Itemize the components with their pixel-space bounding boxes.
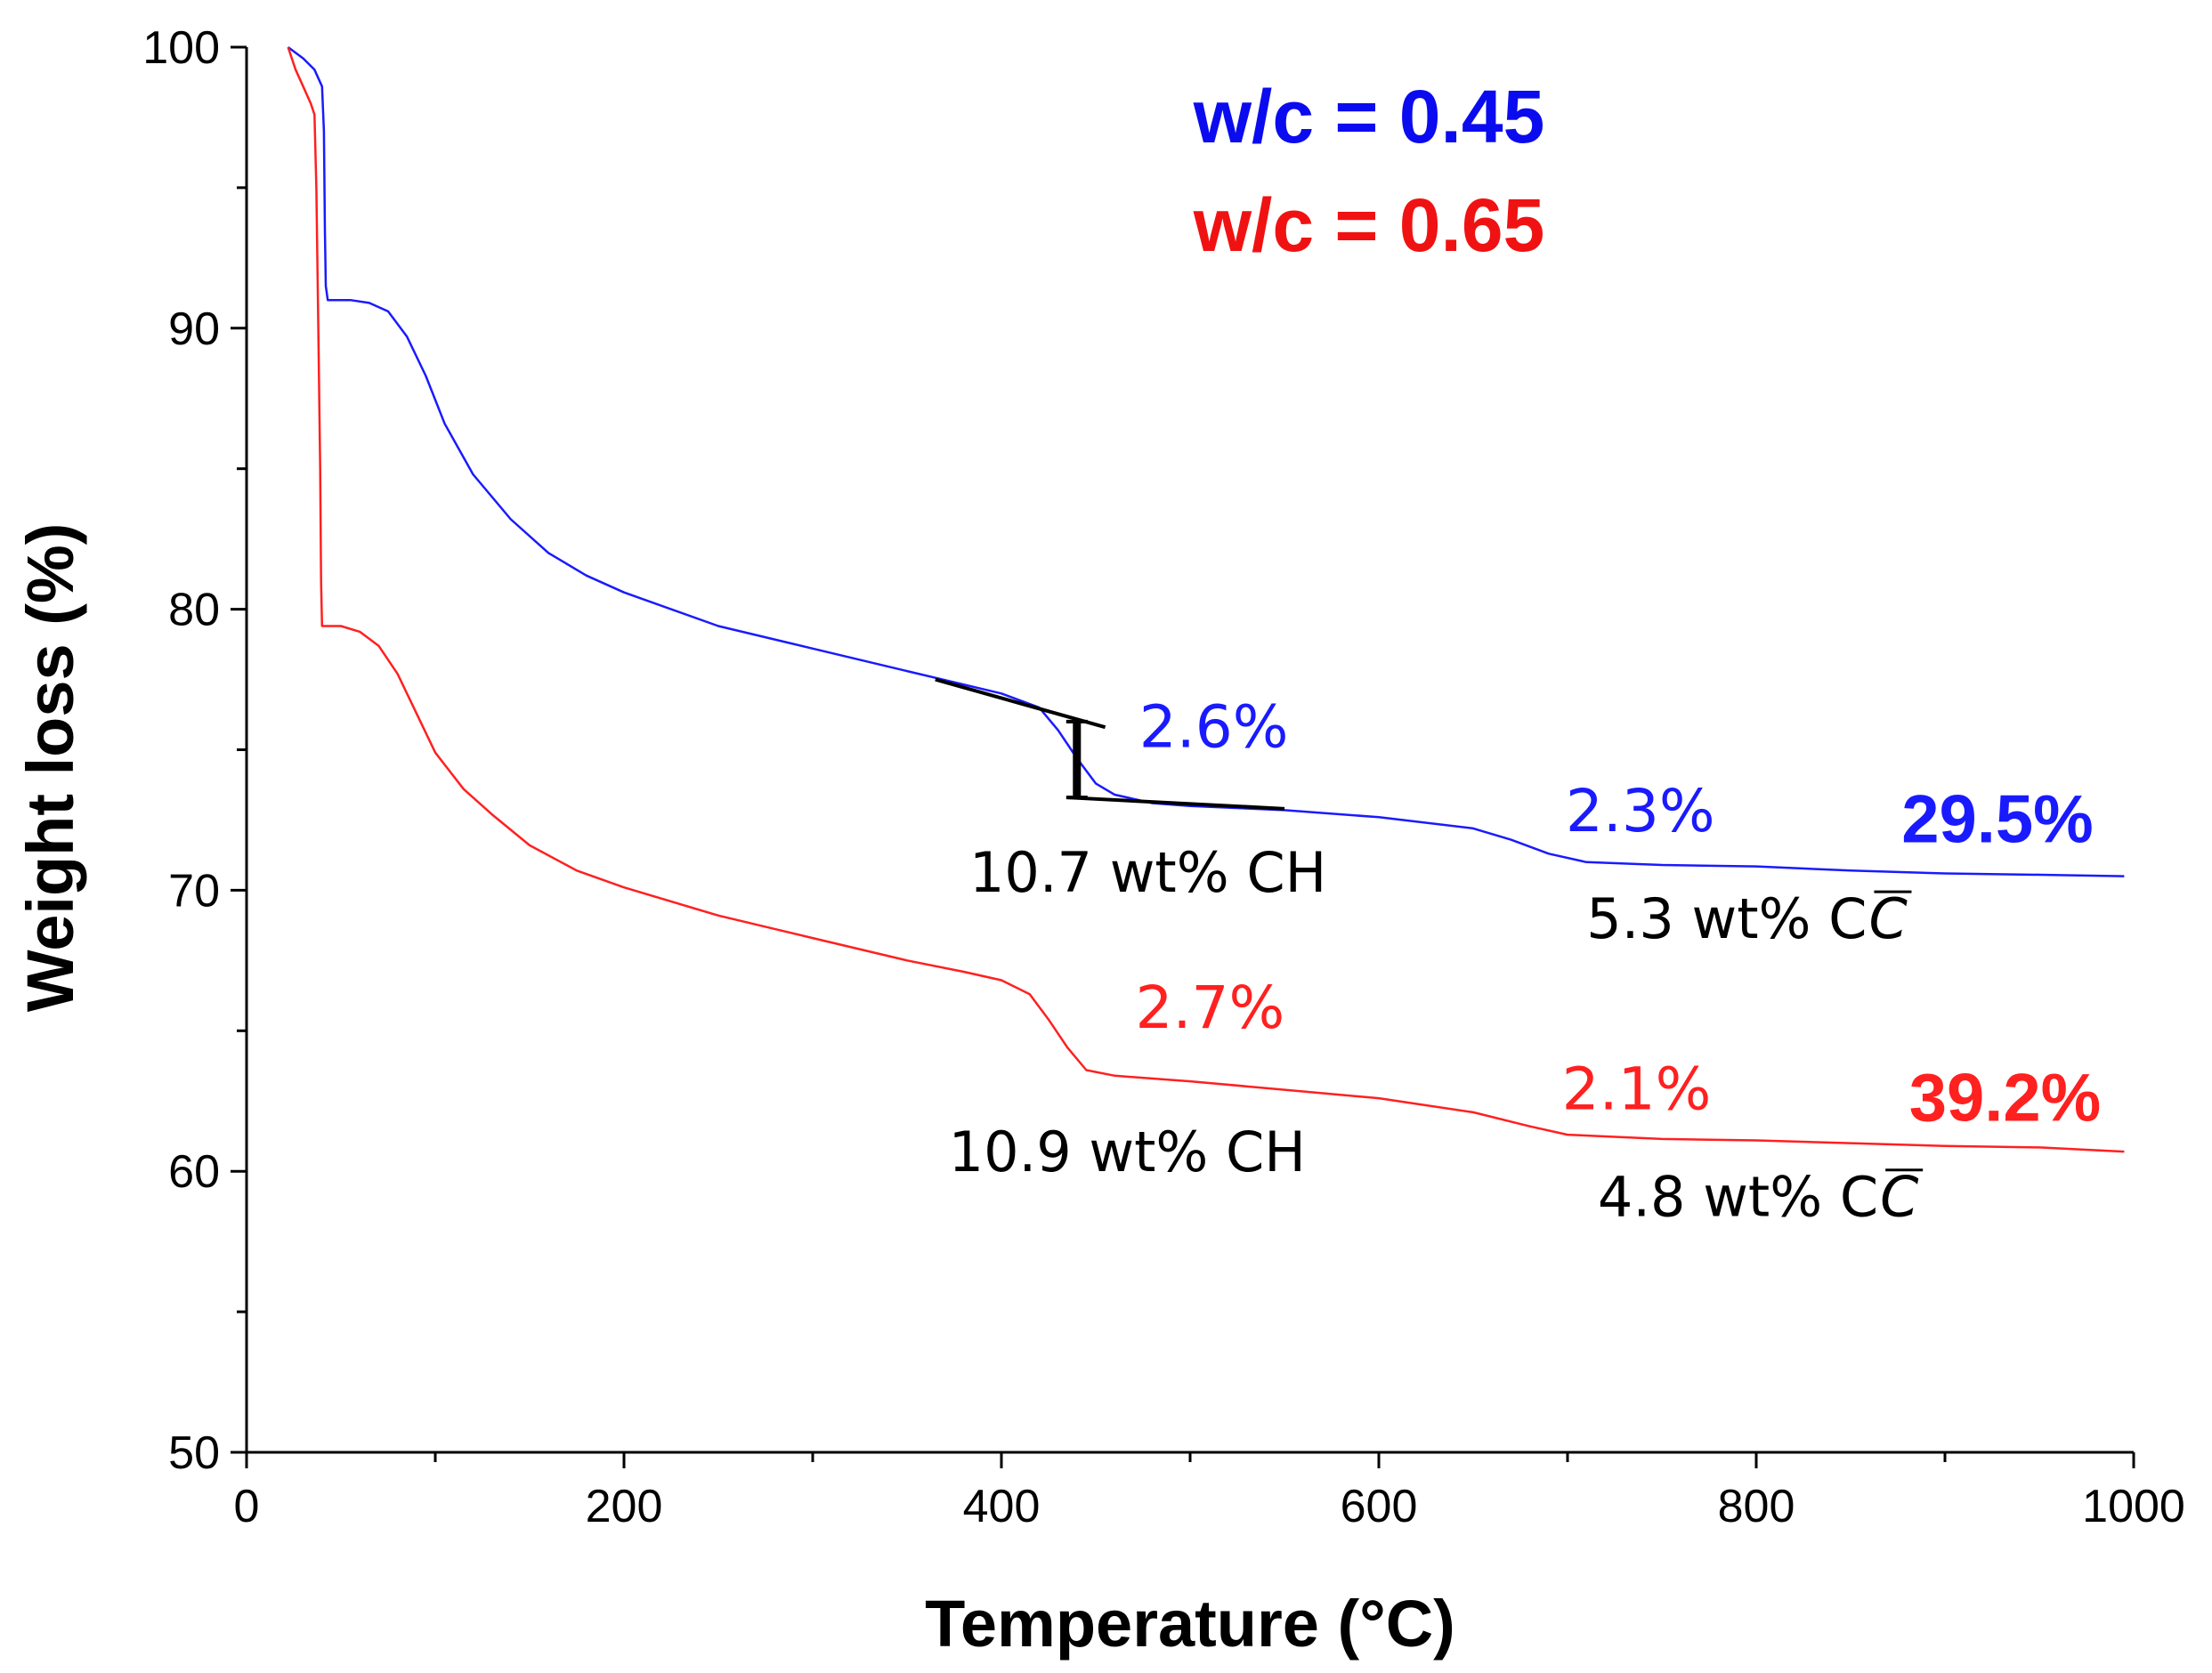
annotation-total: 39.2% <box>1909 1060 2102 1136</box>
y-tick-label: 100 <box>142 22 220 74</box>
annotation-black: 10.9 wt% CH <box>949 1119 1306 1184</box>
annotation-pct: 2.1% <box>1562 1055 1712 1124</box>
annotation-total: 29.5% <box>1901 782 2094 858</box>
x-axis-title: Temperature (°C) <box>925 1587 1455 1661</box>
annotation-black: 10.7 wt% CH <box>969 840 1326 905</box>
annotation-pct: 2.3% <box>1566 777 1715 845</box>
annotation-pct: 2.6% <box>1139 692 1289 761</box>
y-tick-labels: 50 60 70 80 90 100 <box>142 22 220 1479</box>
legend-entry-wc-045: w/c = 0.45 <box>1193 75 1545 158</box>
series-layer <box>287 45 2125 1153</box>
tangent-lines <box>935 677 1285 811</box>
x-tick-label: 200 <box>586 1481 663 1532</box>
legend: w/c = 0.45 w/c = 0.65 <box>1193 75 1545 267</box>
y-tick-label: 90 <box>168 303 220 355</box>
annotation-black: 4.8 wt% C <box>1598 1165 1878 1230</box>
annotation-pct: 2.7% <box>1136 974 1285 1042</box>
annotation-overbar-symbol: C <box>1880 1165 1919 1230</box>
y-tick-label: 70 <box>168 865 220 917</box>
x-tick-labels: 0 200 400 600 800 1000 <box>234 1481 2185 1532</box>
tangent-line <box>935 677 1106 730</box>
y-axis-title: Weight loss (%) <box>13 523 87 1013</box>
x-tick-label: 800 <box>1718 1481 1795 1532</box>
series-line-wc-045 <box>287 45 2125 877</box>
y-tick-label: 50 <box>168 1427 220 1479</box>
legend-entry-wc-065: w/c = 0.65 <box>1193 183 1545 267</box>
x-tick-label: 1000 <box>2082 1481 2185 1532</box>
x-tick-label: 0 <box>234 1481 260 1532</box>
y-tick-label: 80 <box>168 585 220 636</box>
annotations: 2.6%10.7 wt% CH2.3%5.3 wt% C C29.5%2.7%10… <box>949 692 2102 1229</box>
annotation-black: 5.3 wt% C <box>1586 886 1867 951</box>
y-tick-label: 60 <box>168 1146 220 1198</box>
series-line-wc-065 <box>287 46 2125 1153</box>
x-tick-label: 600 <box>1341 1481 1418 1532</box>
tangent-line <box>1067 796 1285 811</box>
axis-ticks <box>231 45 2135 1468</box>
annotation-overbar-symbol: C <box>1868 886 1908 951</box>
x-tick-label: 400 <box>963 1481 1041 1532</box>
